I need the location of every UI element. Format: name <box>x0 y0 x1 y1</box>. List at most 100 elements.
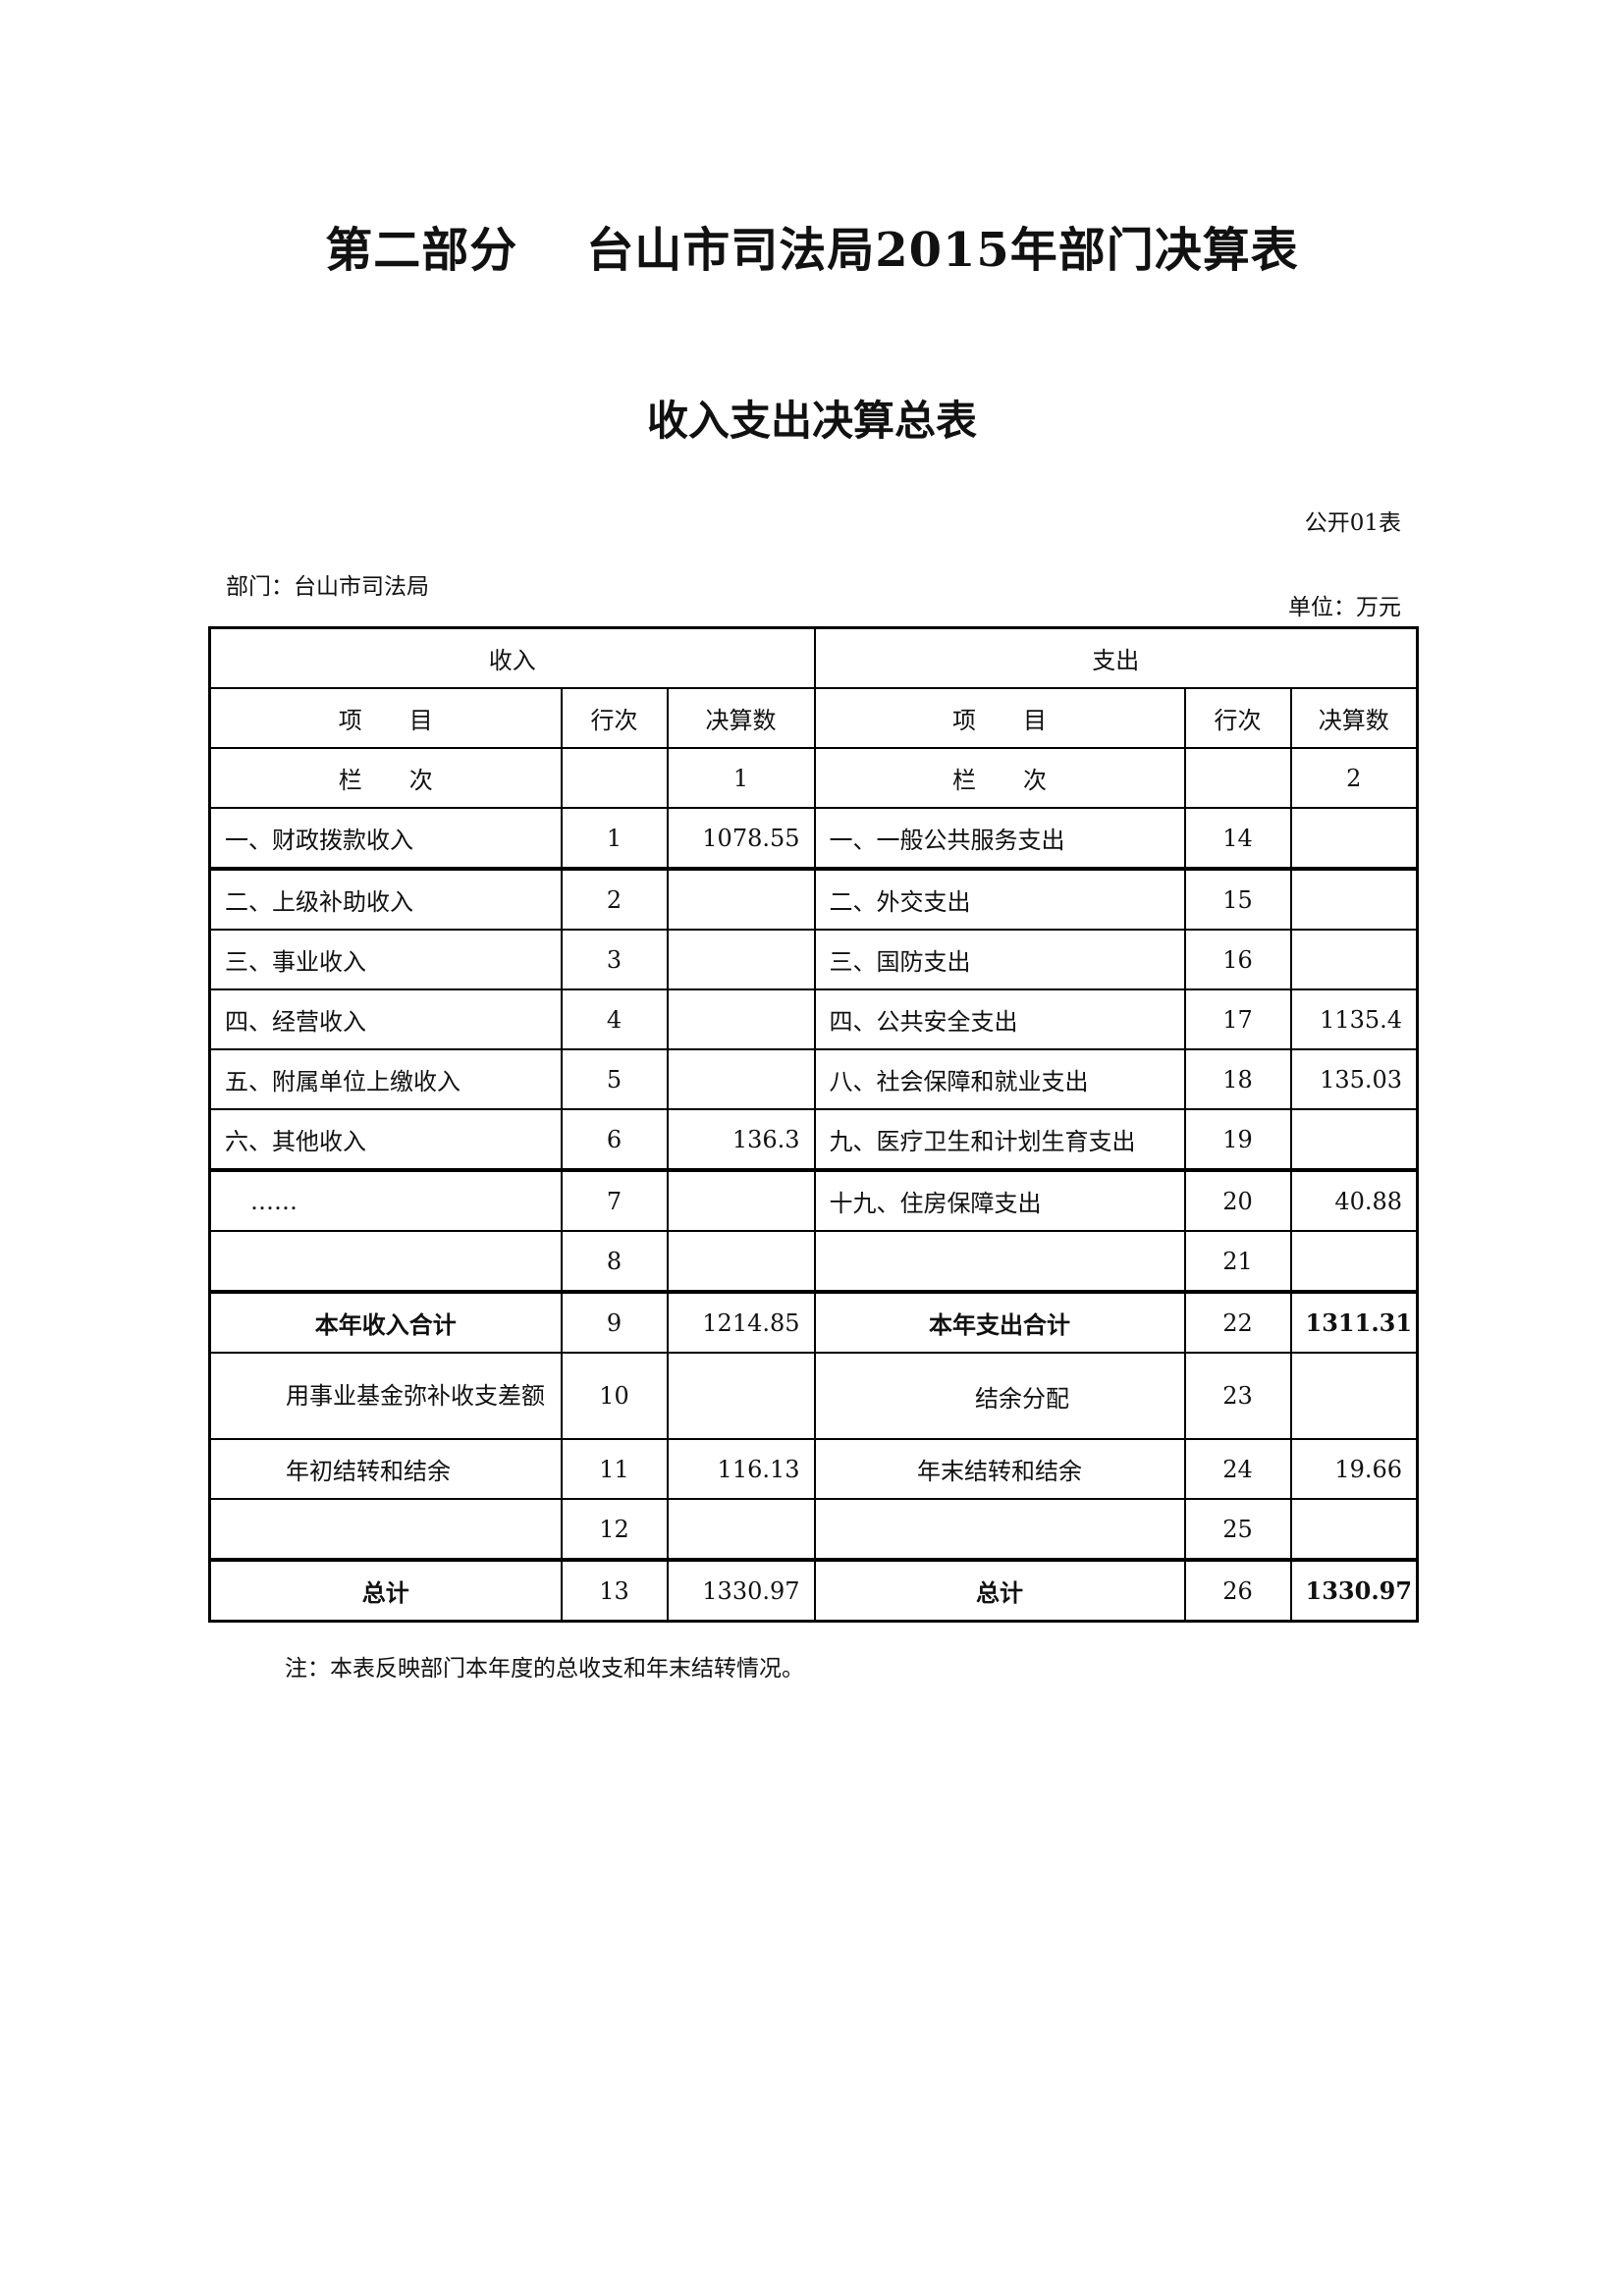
table-row: 一、财政拨款收入 1 1078.55 一、一般公共服务支出 14 <box>208 807 1419 870</box>
income-item <box>208 1498 563 1561</box>
income-amount <box>666 867 816 931</box>
income-item: 一、财政拨款收入 <box>208 807 563 870</box>
income-row-no: 5 <box>560 1048 669 1110</box>
expense-amount: 1330.97 <box>1289 1558 1419 1623</box>
expense-item <box>813 1230 1186 1293</box>
table-row: 四、经营收入 4 四、公共安全支出 17 1135.4 <box>208 988 1419 1050</box>
expense-amount <box>1289 867 1419 931</box>
expense-row-no: 15 <box>1183 867 1292 931</box>
income-amount: 116.13 <box>666 1438 816 1500</box>
expense-item: 年末结转和结余 <box>813 1438 1186 1500</box>
unit-label: 单位：万元 <box>1288 595 1401 620</box>
income-amount <box>666 1230 816 1293</box>
expense-amount: 40.88 <box>1289 1168 1419 1232</box>
expense-row-no: 21 <box>1183 1230 1292 1293</box>
expense-row-no: 17 <box>1183 988 1292 1050</box>
expense-amount <box>1289 1108 1419 1171</box>
expense-row-no: 25 <box>1183 1498 1292 1561</box>
expense-item: 八、社会保障和就业支出 <box>813 1048 1186 1110</box>
expense-item: 一、一般公共服务支出 <box>813 807 1186 870</box>
department-label: 部门：台山市司法局 <box>226 574 429 600</box>
income-item: 用事业基金弥补收支差额 <box>208 1352 563 1440</box>
expense-row-no: 20 <box>1183 1168 1292 1232</box>
income-amount <box>666 988 816 1050</box>
table-row: 总计 13 1330.97 总计 26 1330.97 <box>208 1558 1419 1623</box>
income-item: 五、附属单位上缴收入 <box>208 1048 563 1110</box>
table-row: 12 25 <box>208 1498 1419 1561</box>
expense-header: 支出 <box>813 626 1419 689</box>
expense-amount: 1135.4 <box>1289 988 1419 1050</box>
income-amount <box>666 1352 816 1440</box>
income-amount <box>666 1048 816 1110</box>
expense-item: 十九、住房保障支出 <box>813 1168 1186 1232</box>
expense-item <box>813 1498 1186 1561</box>
expense-amount <box>1289 1230 1419 1293</box>
income-row-no: 10 <box>560 1352 669 1440</box>
expense-index: 2 <box>1289 747 1419 809</box>
expense-item: 总计 <box>813 1558 1186 1623</box>
title-text: 台山市司法局2015年部门决算表 <box>586 223 1299 278</box>
expense-index-label: 栏 次 <box>813 747 1186 809</box>
expense-row-no: 24 <box>1183 1438 1292 1500</box>
income-item: 总计 <box>208 1558 563 1623</box>
expense-amount <box>1289 929 1419 990</box>
expense-item: 结余分配 <box>813 1352 1186 1440</box>
income-amount <box>666 929 816 990</box>
page-title: 第二部分 台山市司法局2015年部门决算表 <box>0 211 1624 280</box>
income-amount: 136.3 <box>666 1108 816 1171</box>
income-row-no: 9 <box>560 1290 669 1354</box>
income-row-no: 7 <box>560 1168 669 1232</box>
income-row-no: 13 <box>560 1558 669 1623</box>
income-amount: 1078.55 <box>666 807 816 870</box>
table-row: 六、其他收入 6 136.3 九、医疗卫生和计划生育支出 19 <box>208 1108 1419 1171</box>
income-row-no: 12 <box>560 1498 669 1561</box>
income-row-no: 2 <box>560 867 669 931</box>
expense-amount-header: 决算数 <box>1289 687 1419 749</box>
column-header-row: 项 目 行次 决算数 项 目 行次 决算数 <box>208 687 1419 749</box>
income-item <box>208 1230 563 1293</box>
expense-item: 本年支出合计 <box>813 1290 1186 1354</box>
expense-item: 三、国防支出 <box>813 929 1186 990</box>
expense-row-no: 16 <box>1183 929 1292 990</box>
expense-row-no: 18 <box>1183 1048 1292 1110</box>
income-amount: 1214.85 <box>666 1290 816 1354</box>
income-item: 三、事业收入 <box>208 929 563 990</box>
expense-row-no: 26 <box>1183 1558 1292 1623</box>
income-amount <box>666 1168 816 1232</box>
table-row: 8 21 <box>208 1230 1419 1293</box>
expense-row-no: 19 <box>1183 1108 1292 1171</box>
income-expense-table: 收入 支出 项 目 行次 决算数 项 目 行次 决算数 栏 次 1 栏 次 2 … <box>208 626 1420 1623</box>
table-title: 收入支出决算总表 <box>646 397 977 445</box>
income-item: 六、其他收入 <box>208 1108 563 1171</box>
empty-cell <box>1183 747 1292 809</box>
expense-item: 九、医疗卫生和计划生育支出 <box>813 1108 1186 1171</box>
table-row: 用事业基金弥补收支差额 10 结余分配 23 <box>208 1352 1419 1440</box>
income-item: 年初结转和结余 <box>208 1438 563 1500</box>
expense-item-header: 项 目 <box>813 687 1186 749</box>
table-row: 本年收入合计 9 1214.85 本年支出合计 22 1311.31 <box>208 1290 1419 1354</box>
expense-item: 二、外交支出 <box>813 867 1186 931</box>
table-row: 三、事业收入 3 三、国防支出 16 <box>208 929 1419 990</box>
income-row-no: 6 <box>560 1108 669 1171</box>
form-number: 公开01表 <box>1304 510 1401 536</box>
expense-amount: 19.66 <box>1289 1438 1419 1500</box>
section-header-row: 收入 支出 <box>208 626 1419 689</box>
expense-row-no: 23 <box>1183 1352 1292 1440</box>
expense-amount <box>1289 807 1419 870</box>
income-header: 收入 <box>208 626 816 689</box>
expense-row-no: 22 <box>1183 1290 1292 1354</box>
column-index-row: 栏 次 1 栏 次 2 <box>208 747 1419 809</box>
income-item: …… <box>208 1168 563 1232</box>
income-amount-header: 决算数 <box>666 687 816 749</box>
income-amount <box>666 1498 816 1561</box>
expense-amount: 135.03 <box>1289 1048 1419 1110</box>
income-amount: 1330.97 <box>666 1558 816 1623</box>
table-row: 年初结转和结余 11 116.13 年末结转和结余 24 19.66 <box>208 1438 1419 1500</box>
income-item-header: 项 目 <box>208 687 563 749</box>
table-row: 二、上级补助收入 2 二、外交支出 15 <box>208 867 1419 931</box>
expense-amount <box>1289 1498 1419 1561</box>
expense-item: 四、公共安全支出 <box>813 988 1186 1050</box>
expense-amount: 1311.31 <box>1289 1290 1419 1354</box>
footnote: 注：本表反映部门本年度的总收支和年末结转情况。 <box>285 1656 804 1682</box>
income-row-no: 4 <box>560 988 669 1050</box>
